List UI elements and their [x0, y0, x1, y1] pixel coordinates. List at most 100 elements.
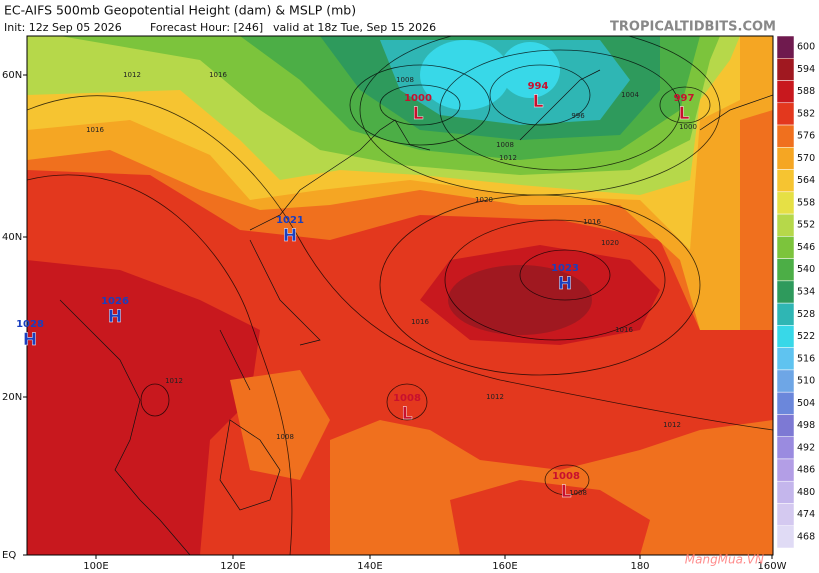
- colorbar-label: 516: [797, 353, 815, 364]
- center-pressure: 1008: [552, 471, 580, 482]
- colorbar-swatch: [776, 391, 795, 415]
- colorbar-swatch: [776, 102, 795, 126]
- isobar-label: 996: [571, 112, 585, 120]
- center-symbol: L: [561, 482, 572, 502]
- colorbar-label: 564: [797, 175, 815, 186]
- center-symbol: L: [402, 404, 413, 424]
- colorbar-swatch: [776, 525, 795, 549]
- colorbar-label: 588: [797, 86, 815, 97]
- lon-label: 160W: [758, 561, 787, 572]
- colorbar-label: 600: [797, 42, 815, 53]
- colorbar-label: 492: [797, 442, 815, 453]
- lon-label: 100E: [83, 561, 108, 572]
- colorbar-label: 468: [797, 531, 815, 542]
- map-frame: [26, 35, 774, 556]
- lon-label: 180: [630, 561, 649, 572]
- lon-label: 160E: [492, 561, 517, 572]
- colorbar-swatch: [776, 325, 795, 348]
- colorbar-swatch: [776, 503, 795, 526]
- colorbar-label: 534: [797, 287, 815, 298]
- colorbar-swatch: [776, 280, 795, 304]
- colorbar-label: 594: [797, 64, 815, 75]
- colorbar-label: 552: [797, 220, 815, 231]
- center-pressure: 1026: [101, 296, 129, 307]
- colorbar-label: 522: [797, 331, 815, 342]
- center-pressure: 1008: [393, 393, 421, 404]
- center-pressure: 994: [528, 81, 549, 92]
- colorbar-label: 510: [797, 376, 815, 387]
- isobar-label: 1016: [209, 71, 227, 79]
- center-symbol: H: [283, 226, 297, 246]
- colorbar-swatch: [776, 213, 795, 237]
- colorbar-label: 528: [797, 309, 815, 320]
- colorbar-label: 558: [797, 197, 815, 208]
- valid-time: valid at 18z Tue, Sep 15 2026: [273, 21, 436, 34]
- colorbar-label: 498: [797, 420, 815, 431]
- colorbar-swatch: [776, 480, 795, 504]
- isobar-label: 1012: [486, 393, 504, 401]
- colorbar-swatch: [776, 191, 795, 215]
- colorbar-label: 570: [797, 153, 815, 164]
- center-pressure: 997: [674, 93, 695, 104]
- title: EC-AIFS 500mb Geopotential Height (dam) …: [4, 3, 356, 18]
- isobar-label: 1016: [583, 218, 601, 226]
- colorbar-swatch: [776, 302, 795, 326]
- lat-label: 20N: [2, 392, 22, 403]
- isobar-label: 1008: [276, 433, 294, 441]
- isobar-label: 1012: [499, 154, 517, 162]
- lat-label: 40N: [2, 232, 22, 243]
- brand: TROPICALTIDBITS.COM: [610, 20, 776, 35]
- colorbar-label: 540: [797, 264, 815, 275]
- isobar-label: 1016: [411, 318, 429, 326]
- center-pressure: 1000: [404, 93, 432, 104]
- colorbar-swatch: [776, 258, 795, 282]
- center-symbol: H: [23, 330, 37, 350]
- colorbar-swatch: [776, 458, 795, 482]
- colorbar-swatch: [776, 436, 795, 460]
- lat-label: EQ: [2, 550, 16, 561]
- colorbar-swatch: [776, 236, 795, 259]
- isobar-label: 1012: [165, 377, 183, 385]
- colorbar-label: 582: [797, 108, 815, 119]
- center-symbol: L: [679, 104, 690, 124]
- colorbar-swatch: [776, 169, 795, 193]
- lon-label: 140E: [357, 561, 382, 572]
- isobar-label: 1008: [569, 489, 587, 497]
- colorbar-label: 576: [797, 131, 815, 142]
- isobar-label: 1008: [496, 141, 514, 149]
- isobar-label: 1012: [663, 421, 681, 429]
- colorbar-label: 504: [797, 398, 815, 409]
- isobar-label: 1004: [621, 91, 639, 99]
- center-symbol: L: [413, 104, 424, 124]
- center-symbol: H: [558, 274, 572, 294]
- isobar-label: 1012: [123, 71, 141, 79]
- map-field: [27, 36, 773, 555]
- center-pressure: 1028: [16, 319, 44, 330]
- colorbar-swatch: [776, 369, 795, 393]
- isobar-label: 1000: [679, 123, 697, 131]
- isobar-label: 1016: [615, 326, 633, 334]
- center-symbol: H: [108, 307, 122, 327]
- colorbar-label: 480: [797, 487, 815, 498]
- lon-label: 120E: [220, 561, 245, 572]
- colorbar-swatch: [776, 414, 795, 437]
- colorbar-swatch: [776, 124, 795, 148]
- colorbar-label: 486: [797, 465, 815, 476]
- colorbar-label: 474: [797, 509, 815, 520]
- lat-label: 60N: [2, 70, 22, 81]
- colorbar-swatch: [776, 347, 795, 371]
- isobar-label: 1020: [601, 239, 619, 247]
- colorbar-label: 546: [797, 242, 815, 253]
- colorbar-swatch: [776, 35, 795, 59]
- colorbar-swatch: [776, 147, 795, 170]
- init: Init: 12z Sep 05 2026: [4, 21, 122, 34]
- isobar-label: 1020: [475, 196, 493, 204]
- isobar-label: 1016: [86, 126, 104, 134]
- center-pressure: 1023: [551, 263, 579, 274]
- center-pressure: 1021: [276, 215, 304, 226]
- isobar-label: 1008: [396, 76, 414, 84]
- colorbar-swatch: [776, 58, 795, 81]
- colorbar-swatch: [776, 80, 795, 104]
- center-symbol: L: [533, 92, 544, 112]
